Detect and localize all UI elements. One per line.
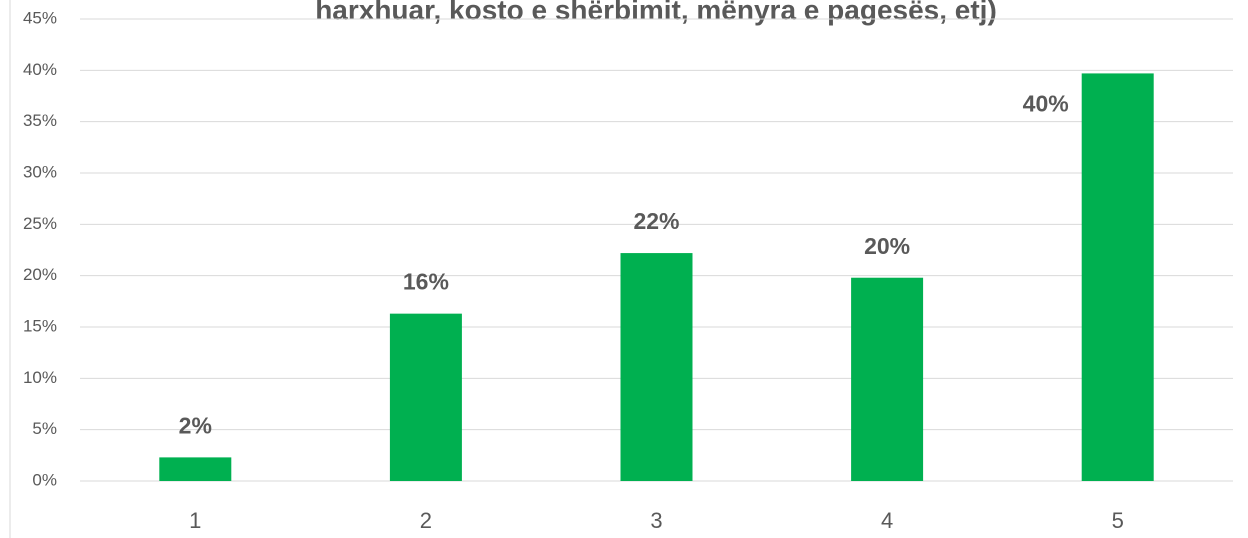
bar [1081,73,1154,481]
x-tick-label: 1 [189,508,201,533]
y-tick-label: 25% [23,214,57,233]
x-tick-label: 4 [881,508,893,533]
chart-title: harxhuar, kosto e shërbimit, mënyra e pa… [315,0,997,25]
y-tick-label: 15% [23,316,57,335]
y-tick-label: 35% [23,111,57,130]
data-label: 2% [179,412,212,438]
y-tick-label: 40% [23,60,57,79]
bar [389,313,462,481]
data-label: 20% [864,233,910,259]
x-tick-label: 2 [420,508,432,533]
data-label: 16% [403,269,449,295]
y-tick-label: 10% [23,368,57,387]
y-tick-label: 20% [23,265,57,284]
y-tick-label: 45% [23,8,57,27]
data-label: 40% [1023,90,1069,116]
bar [159,457,232,481]
bar [620,253,693,481]
bar [851,277,924,481]
y-tick-label: 30% [23,162,57,181]
y-tick-label: 0% [32,470,57,489]
x-tick-label: 3 [650,508,662,533]
y-tick-label: 5% [32,419,57,438]
data-label: 22% [633,208,679,234]
x-tick-label: 5 [1112,508,1124,533]
